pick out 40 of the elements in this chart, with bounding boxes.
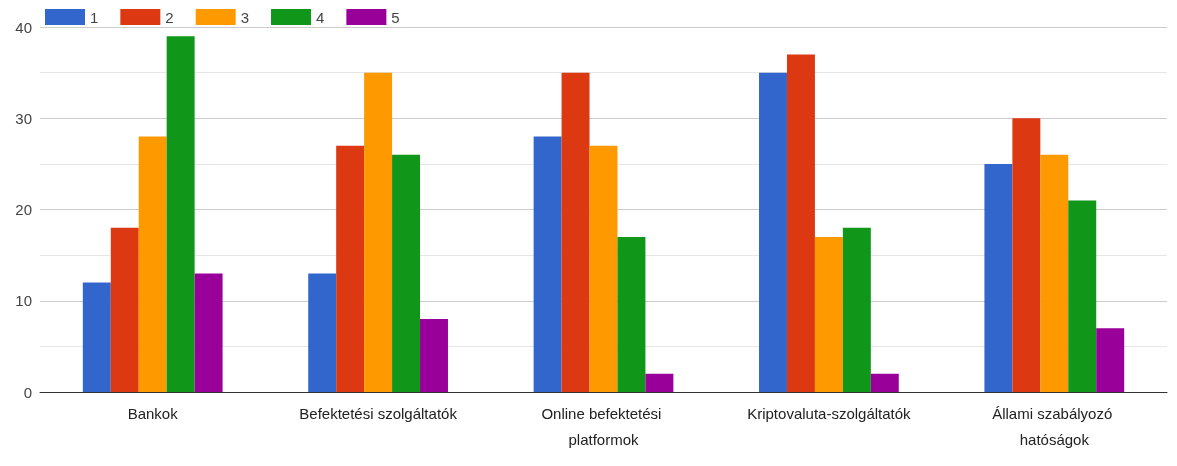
bar — [561, 72, 590, 392]
bar — [814, 236, 843, 392]
bar — [110, 227, 139, 392]
bar — [308, 273, 337, 392]
y-tick-label: 30 — [15, 109, 32, 127]
x-tick-label: Online befektetési platformok — [541, 404, 666, 448]
bar — [138, 136, 167, 392]
bar — [870, 373, 899, 392]
y-tick-label: 40 — [15, 18, 32, 36]
x-tick-label: Kriptovaluta-szolgáltatók — [747, 404, 912, 422]
legend-label: 3 — [240, 8, 250, 26]
legend-label: 1 — [90, 8, 99, 26]
bar — [420, 319, 448, 392]
y-tick-label: 0 — [23, 383, 32, 401]
bar — [1068, 200, 1097, 392]
y-tick-label: 20 — [15, 201, 32, 218]
bar — [194, 273, 223, 392]
legend-label: 5 — [391, 8, 400, 26]
bar — [617, 236, 646, 392]
x-tick-label: Befektetési szolgáltatók — [299, 404, 458, 422]
bar — [1040, 154, 1069, 392]
bar — [589, 145, 618, 392]
bar — [364, 72, 393, 392]
bar — [1096, 328, 1125, 392]
bar — [786, 54, 815, 392]
bar — [645, 373, 674, 392]
bar — [842, 227, 871, 392]
x-tick-label: Állami szabályozó hatóságok — [992, 404, 1117, 448]
bar — [336, 145, 365, 392]
legend-label: 2 — [165, 8, 174, 26]
bar — [533, 136, 562, 392]
bar — [166, 36, 195, 392]
bar — [759, 72, 787, 392]
x-tick-label: Bankok — [127, 404, 179, 422]
bar — [82, 282, 111, 392]
legend-label: 4 — [316, 8, 325, 26]
bar — [392, 154, 421, 392]
bar — [1012, 118, 1041, 392]
y-tick-label: 10 — [15, 292, 32, 310]
bar — [984, 163, 1013, 392]
